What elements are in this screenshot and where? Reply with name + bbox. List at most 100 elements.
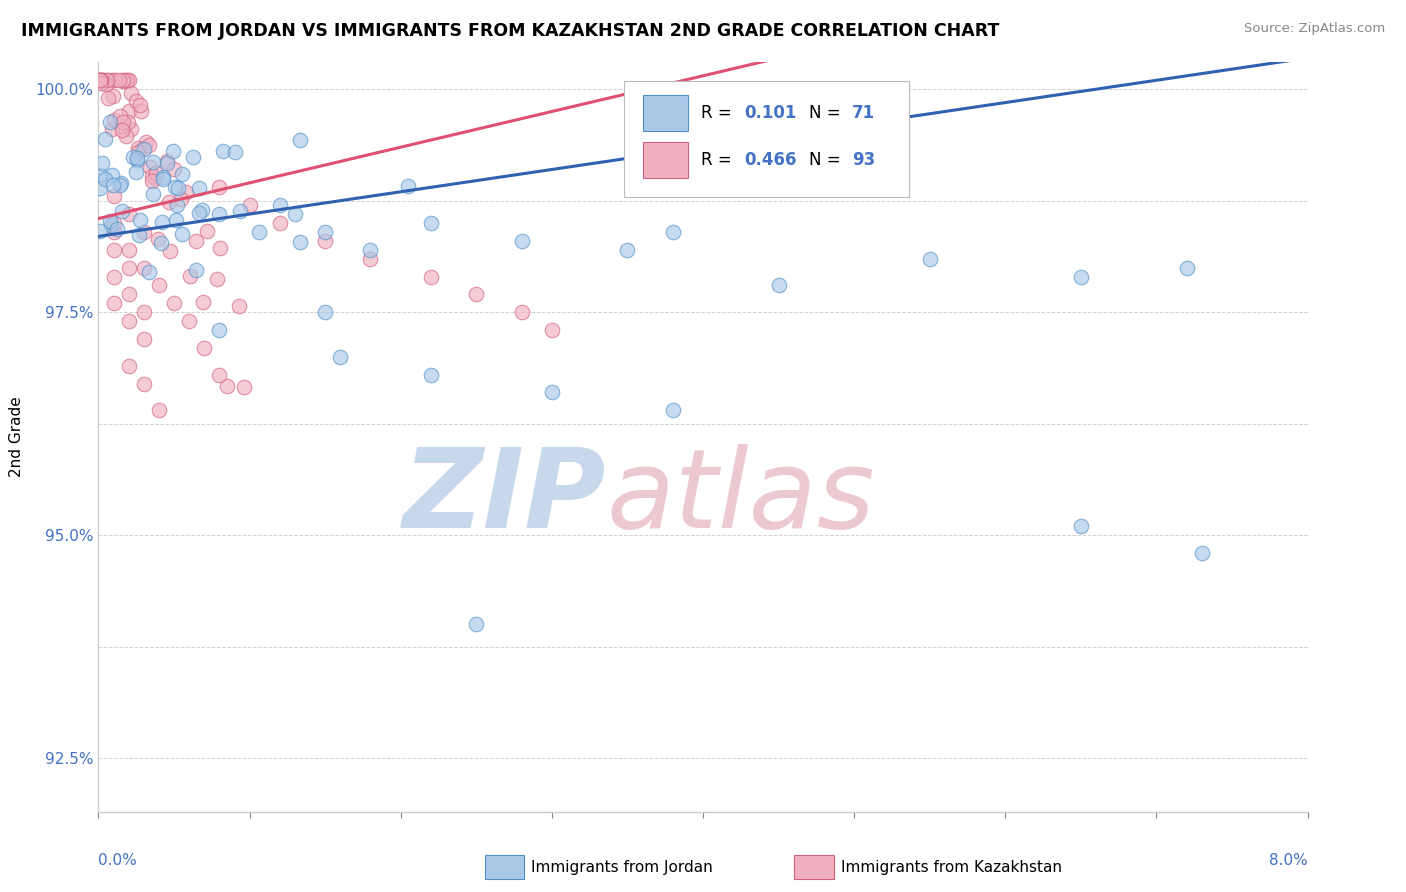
Point	[329, 350, 352, 364]
Point	[314, 305, 336, 319]
Text: Immigrants from Jordan: Immigrants from Jordan	[531, 860, 713, 874]
Text: 0.101: 0.101	[744, 104, 796, 122]
Point	[89, 73, 111, 87]
Point	[90, 73, 112, 87]
Point	[187, 206, 209, 220]
Point	[104, 73, 127, 87]
Point	[125, 151, 148, 165]
Point	[103, 225, 125, 239]
Point	[114, 73, 136, 87]
Point	[105, 221, 128, 235]
Point	[90, 73, 112, 87]
Text: 71: 71	[852, 104, 875, 122]
Point	[111, 115, 134, 129]
Point	[128, 227, 150, 242]
Point	[156, 154, 179, 169]
Point	[108, 73, 131, 87]
Point	[165, 213, 187, 227]
Point	[100, 73, 122, 87]
Point	[661, 225, 683, 239]
Bar	[643, 95, 689, 131]
Point	[510, 305, 533, 319]
Point	[170, 167, 193, 181]
Point	[129, 98, 152, 112]
Point	[98, 214, 121, 228]
Text: Source: ZipAtlas.com: Source: ZipAtlas.com	[1244, 22, 1385, 36]
Point	[94, 77, 117, 91]
Point	[115, 129, 138, 144]
Point	[100, 219, 122, 233]
Point	[314, 225, 336, 239]
Point	[118, 243, 141, 257]
Point	[179, 268, 201, 283]
Point	[103, 113, 125, 128]
Point	[97, 91, 120, 105]
Point	[162, 145, 184, 159]
Point	[89, 169, 111, 183]
Point	[132, 260, 155, 275]
Point	[94, 132, 117, 146]
Point	[540, 323, 562, 337]
Point	[152, 215, 174, 229]
Point	[98, 115, 121, 129]
Point	[193, 341, 215, 355]
Point	[208, 207, 231, 221]
Point	[115, 73, 138, 87]
Point	[131, 142, 153, 156]
Text: R =: R =	[700, 104, 737, 122]
Point	[157, 195, 180, 210]
Point	[90, 155, 112, 169]
Point	[217, 379, 239, 393]
Point	[127, 140, 149, 154]
Point	[149, 235, 172, 250]
Text: R =: R =	[700, 151, 737, 169]
Point	[111, 123, 134, 137]
Point	[103, 269, 125, 284]
Text: Immigrants from Kazakhstan: Immigrants from Kazakhstan	[841, 860, 1062, 874]
Point	[129, 213, 152, 227]
Text: IMMIGRANTS FROM JORDAN VS IMMIGRANTS FROM KAZAKHSTAN 2ND GRADE CORRELATION CHART: IMMIGRANTS FROM JORDAN VS IMMIGRANTS FRO…	[21, 22, 1000, 40]
Point	[420, 368, 443, 382]
Point	[143, 170, 166, 185]
Point	[111, 73, 134, 87]
Point	[118, 287, 141, 301]
Point	[120, 86, 142, 100]
Point	[163, 162, 186, 177]
Point	[118, 207, 141, 221]
Text: 0.0%: 0.0%	[98, 853, 138, 868]
Point	[1175, 260, 1198, 275]
Point	[661, 403, 683, 417]
Point	[127, 145, 149, 159]
FancyBboxPatch shape	[624, 81, 908, 197]
Text: 0.466: 0.466	[744, 151, 797, 169]
Point	[122, 149, 145, 163]
Point	[101, 122, 124, 136]
Point	[138, 264, 160, 278]
Point	[290, 133, 312, 147]
Point	[224, 145, 246, 159]
Point	[132, 305, 155, 319]
Point	[616, 243, 638, 257]
Point	[103, 296, 125, 310]
Point	[420, 269, 443, 284]
Point	[187, 180, 209, 194]
Point	[360, 243, 382, 257]
Point	[1070, 269, 1092, 284]
Point	[90, 76, 112, 90]
Point	[142, 154, 165, 169]
Point	[163, 296, 186, 310]
Point	[142, 187, 165, 202]
Y-axis label: 2nd Grade: 2nd Grade	[10, 397, 24, 477]
Point	[396, 178, 419, 193]
Point	[190, 202, 212, 217]
Point	[174, 185, 197, 199]
Text: ZIP: ZIP	[402, 443, 606, 550]
Point	[269, 216, 291, 230]
Point	[103, 216, 125, 230]
Point	[269, 198, 291, 212]
Point	[117, 73, 139, 87]
Point	[118, 314, 141, 328]
Point	[108, 178, 131, 192]
Text: N =: N =	[810, 151, 846, 169]
Point	[111, 74, 134, 88]
